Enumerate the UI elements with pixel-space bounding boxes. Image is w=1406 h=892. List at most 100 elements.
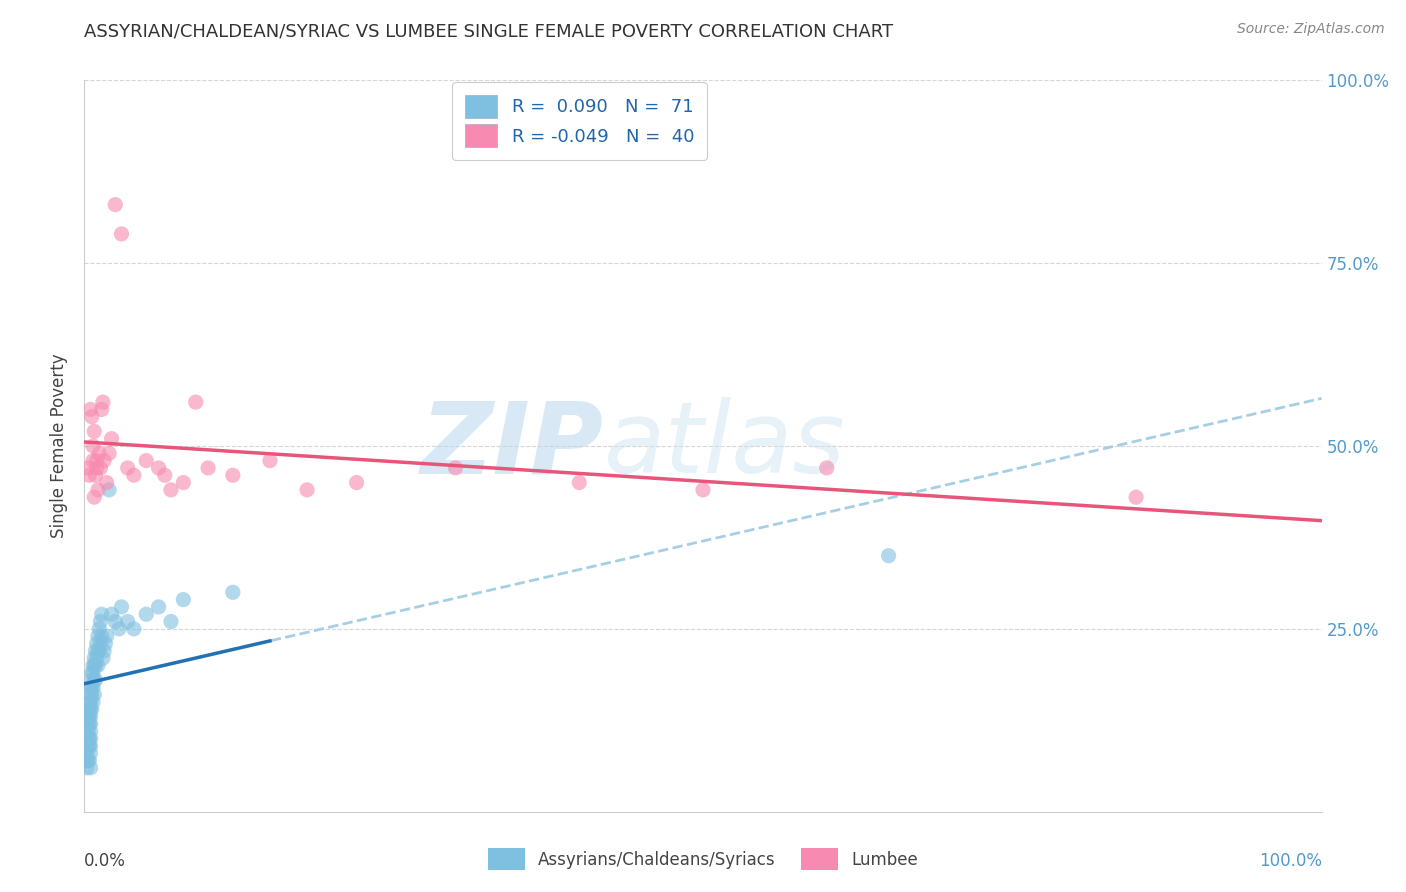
Point (172, 475, 194, 490)
Point (83, 658, 105, 673)
Point (79, 681, 101, 695)
Point (110, 599, 132, 614)
Point (90, 402, 112, 417)
Point (90, 607, 112, 622)
Point (89, 644, 111, 658)
Point (172, 592, 194, 607)
Point (197, 461, 219, 475)
Point (79, 717, 101, 731)
Point (79, 731, 101, 746)
Point (96, 629, 118, 643)
Point (79, 761, 101, 775)
Point (93, 453, 115, 467)
Point (222, 585, 245, 599)
Point (77, 754, 100, 768)
Point (79, 724, 101, 739)
Y-axis label: Single Female Poverty: Single Female Poverty (51, 354, 69, 538)
Legend: Assyrians/Chaldeans/Syriacs, Lumbee: Assyrians/Chaldeans/Syriacs, Lumbee (482, 842, 924, 877)
Point (80, 409, 103, 424)
Point (108, 622, 131, 636)
Point (87, 483, 110, 497)
Point (568, 475, 591, 490)
Point (104, 197, 127, 211)
Point (87, 658, 110, 673)
Point (259, 453, 281, 467)
Point (89, 461, 111, 475)
Point (692, 483, 714, 497)
Point (80, 702, 103, 716)
Point (91, 651, 114, 665)
Point (82, 665, 104, 680)
Point (222, 468, 245, 483)
Point (84, 658, 107, 673)
Point (79, 695, 101, 709)
Point (77, 739, 100, 753)
Point (76, 754, 98, 768)
Point (100, 607, 122, 622)
Point (80, 665, 103, 680)
Text: ASSYRIAN/CHALDEAN/SYRIAC VS LUMBEE SINGLE FEMALE POVERTY CORRELATION CHART: ASSYRIAN/CHALDEAN/SYRIAC VS LUMBEE SINGL… (84, 22, 893, 40)
Point (94, 636, 117, 650)
Point (83, 425, 105, 439)
Point (79, 468, 101, 483)
Point (117, 461, 139, 475)
Point (89, 622, 111, 636)
Point (79, 709, 101, 723)
Point (80, 673, 103, 687)
Point (82, 453, 104, 467)
Point (444, 461, 467, 475)
Point (346, 475, 368, 490)
Point (98, 446, 121, 460)
Point (77, 731, 100, 746)
Point (86, 453, 108, 467)
Point (135, 607, 157, 622)
Point (82, 695, 104, 709)
Point (82, 439, 104, 453)
Text: Source: ZipAtlas.com: Source: ZipAtlas.com (1237, 22, 1385, 37)
Point (79, 402, 101, 417)
Point (84, 468, 107, 483)
Point (84, 644, 107, 658)
Point (79, 746, 101, 760)
Point (135, 453, 157, 467)
Point (877, 549, 900, 563)
Point (79, 717, 101, 731)
Point (83, 688, 105, 702)
Point (80, 688, 103, 702)
Point (79, 754, 101, 768)
Point (77, 724, 100, 739)
Point (184, 395, 207, 409)
Point (79, 731, 101, 746)
Point (153, 468, 176, 483)
Point (83, 651, 105, 665)
Point (84, 673, 107, 687)
Point (83, 490, 105, 504)
Point (86, 636, 108, 650)
Point (89, 615, 111, 629)
Point (117, 615, 139, 629)
Point (79, 709, 101, 723)
Point (87, 644, 110, 658)
Point (815, 461, 838, 475)
Point (93, 644, 115, 658)
Text: atlas: atlas (605, 398, 845, 494)
Point (96, 475, 118, 490)
Text: 0.0%: 0.0% (84, 852, 127, 870)
Point (87, 629, 110, 643)
Point (1125, 490, 1147, 504)
Point (148, 461, 170, 475)
Point (122, 622, 145, 636)
Point (79, 688, 101, 702)
Point (82, 658, 104, 673)
Point (79, 695, 101, 709)
Point (77, 461, 100, 475)
Point (91, 395, 114, 409)
Point (148, 599, 170, 614)
Point (77, 717, 100, 731)
Point (79, 702, 101, 716)
Point (160, 483, 183, 497)
Point (86, 651, 108, 665)
Point (89, 636, 111, 650)
Point (79, 739, 101, 753)
Text: 100.0%: 100.0% (1258, 852, 1322, 870)
